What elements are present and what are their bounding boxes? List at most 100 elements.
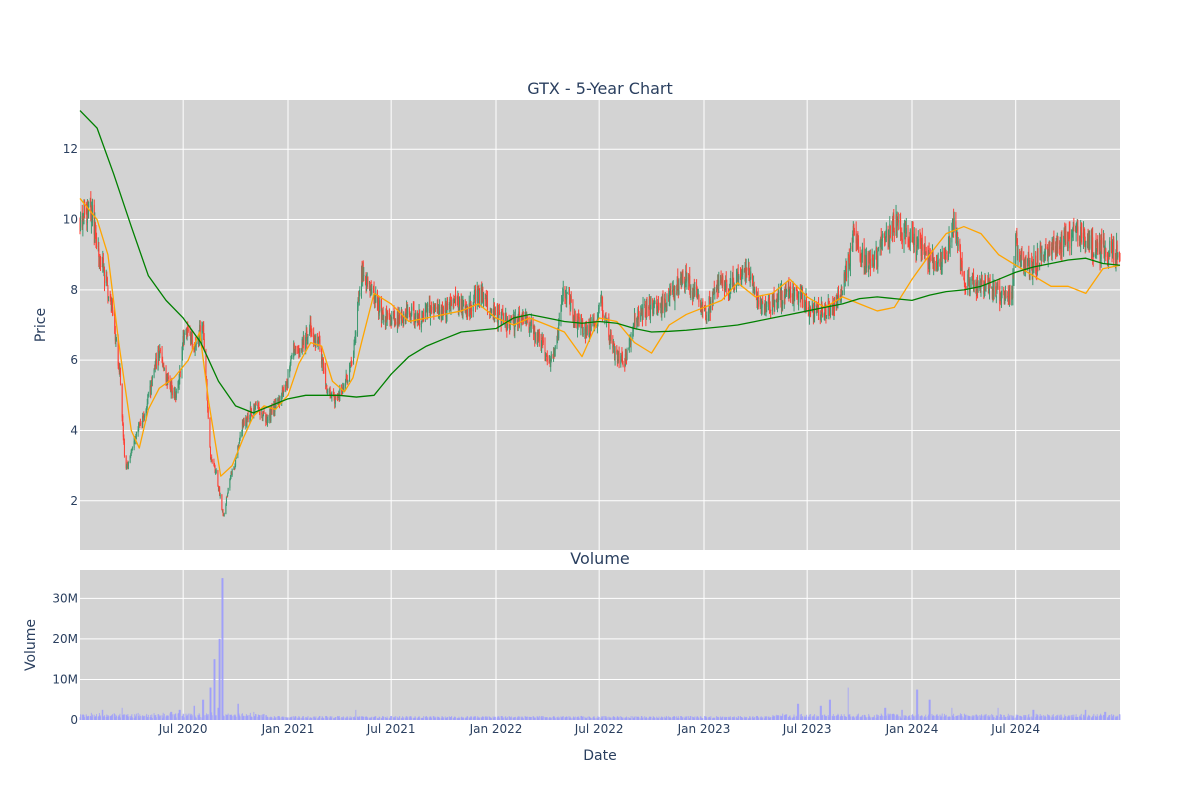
candle-body bbox=[199, 325, 201, 338]
candle-body bbox=[736, 277, 738, 279]
candle-body bbox=[618, 352, 620, 355]
candle-body bbox=[820, 303, 822, 317]
candle-body bbox=[1012, 276, 1014, 279]
candle-body bbox=[361, 267, 363, 292]
candle-body bbox=[951, 226, 953, 232]
candle-body bbox=[901, 235, 903, 240]
candle-body bbox=[1037, 249, 1039, 266]
candle-body bbox=[909, 229, 911, 244]
candle-body bbox=[290, 359, 292, 364]
candle-body bbox=[808, 308, 810, 315]
candle-body bbox=[183, 332, 185, 343]
candle-body bbox=[311, 332, 313, 334]
candle-body bbox=[253, 407, 255, 410]
candle-body bbox=[720, 276, 722, 282]
candle-body bbox=[393, 312, 395, 320]
candle-body bbox=[895, 215, 897, 229]
candle-body bbox=[225, 504, 227, 515]
candle-body bbox=[335, 396, 337, 398]
candle-body bbox=[692, 290, 694, 299]
candle-body bbox=[1103, 237, 1105, 258]
candle-body bbox=[362, 264, 364, 282]
candle-body bbox=[963, 278, 965, 285]
candle-body bbox=[526, 318, 528, 325]
candle-body bbox=[805, 296, 807, 311]
candle-body bbox=[122, 423, 124, 437]
candle-body bbox=[757, 296, 759, 299]
candle-body bbox=[334, 396, 336, 404]
candle-body bbox=[879, 241, 881, 249]
x-axis-title: Date bbox=[583, 748, 616, 764]
candle-body bbox=[369, 286, 371, 292]
candle-body bbox=[826, 315, 828, 319]
candle-body bbox=[716, 285, 718, 291]
candle-body bbox=[773, 296, 775, 301]
candle-body bbox=[685, 270, 687, 283]
candle-body bbox=[813, 315, 815, 317]
candle-body bbox=[138, 423, 140, 431]
candle-body bbox=[716, 286, 718, 292]
candle-body bbox=[102, 258, 104, 270]
candle-body bbox=[1089, 235, 1091, 249]
candle-body bbox=[325, 383, 327, 386]
candle-body bbox=[576, 319, 578, 329]
candle-body bbox=[823, 313, 825, 317]
candle-body bbox=[648, 307, 650, 309]
candle-body bbox=[774, 299, 776, 308]
candle-body bbox=[191, 333, 193, 338]
candle-body bbox=[903, 230, 905, 244]
candle-body bbox=[473, 301, 475, 305]
candle-body bbox=[467, 307, 469, 314]
candle-body bbox=[97, 245, 99, 247]
candle-body bbox=[1048, 243, 1050, 254]
candle-body bbox=[948, 236, 950, 243]
candle-body bbox=[799, 290, 801, 295]
candle-body bbox=[620, 356, 622, 365]
candle-body bbox=[257, 405, 259, 407]
candle-body bbox=[293, 344, 295, 354]
candle-body bbox=[291, 358, 293, 360]
candle-body bbox=[867, 253, 869, 268]
candle-body bbox=[105, 274, 107, 284]
candle-body bbox=[919, 238, 921, 242]
candle-body bbox=[1008, 291, 1010, 304]
candle-body bbox=[179, 371, 181, 374]
candle-body bbox=[94, 221, 96, 237]
candle-body bbox=[776, 298, 778, 310]
candle-body bbox=[968, 272, 970, 284]
candle-body bbox=[433, 304, 435, 314]
candle-body bbox=[1016, 232, 1018, 237]
candle-body bbox=[524, 315, 526, 323]
candle-body bbox=[1091, 234, 1093, 255]
candle-body bbox=[293, 343, 295, 358]
candle-body bbox=[598, 308, 600, 318]
candle-body bbox=[115, 339, 117, 342]
candle-body bbox=[322, 358, 324, 368]
candle-body bbox=[222, 510, 224, 515]
candle-body bbox=[883, 233, 885, 235]
candle-body bbox=[1028, 254, 1030, 260]
candle-body bbox=[935, 262, 937, 271]
candle-body bbox=[326, 384, 328, 391]
candle-body bbox=[784, 292, 786, 297]
candle-body bbox=[478, 285, 480, 290]
candle-body bbox=[349, 365, 351, 367]
candle-body bbox=[641, 307, 643, 314]
candle-body bbox=[165, 367, 167, 381]
candle-body bbox=[582, 319, 584, 334]
candle-body bbox=[154, 366, 156, 370]
candle-body bbox=[141, 423, 143, 425]
candle-body bbox=[588, 325, 590, 335]
candle-body bbox=[574, 311, 576, 321]
candle-body bbox=[372, 286, 374, 289]
candle-body bbox=[569, 301, 571, 310]
candle-body bbox=[541, 340, 543, 353]
candle-body bbox=[625, 358, 627, 361]
candle-body bbox=[714, 292, 716, 294]
candle-body bbox=[354, 342, 356, 344]
candle-body bbox=[214, 466, 216, 474]
candle-body bbox=[928, 250, 930, 268]
candle-body bbox=[502, 314, 504, 324]
candle-body bbox=[772, 296, 774, 300]
candle-body bbox=[674, 293, 676, 303]
